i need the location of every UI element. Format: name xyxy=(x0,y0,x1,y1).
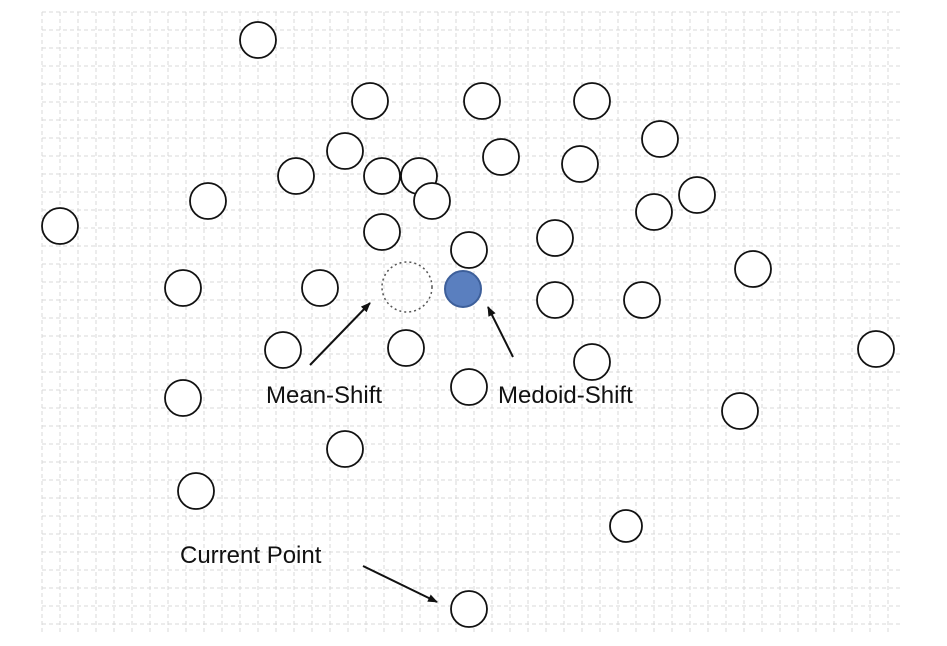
mean-shift-arrow xyxy=(309,302,371,366)
data-point xyxy=(635,193,673,231)
background-grid xyxy=(41,11,903,634)
data-point xyxy=(641,120,679,158)
data-point xyxy=(450,231,488,269)
data-point xyxy=(857,330,895,368)
data-point xyxy=(326,132,364,170)
data-point xyxy=(326,430,364,468)
data-point xyxy=(536,219,574,257)
data-point xyxy=(623,281,661,319)
data-point xyxy=(536,281,574,319)
medoid-shift-arrow xyxy=(487,306,514,358)
current-point-arrow xyxy=(362,565,438,603)
mean-shift-point xyxy=(381,261,433,313)
data-point xyxy=(177,472,215,510)
data-point xyxy=(609,509,643,543)
data-point xyxy=(721,392,759,430)
data-point xyxy=(351,82,389,120)
data-point xyxy=(450,368,488,406)
data-point xyxy=(561,145,599,183)
current-point xyxy=(450,590,488,628)
data-point xyxy=(463,82,501,120)
data-point xyxy=(41,207,79,245)
data-point xyxy=(277,157,315,195)
data-point xyxy=(678,176,716,214)
data-point xyxy=(264,331,302,369)
data-point xyxy=(363,213,401,251)
data-point xyxy=(239,21,277,59)
data-points xyxy=(41,21,895,628)
data-point xyxy=(189,182,227,220)
current-point-label: Current Point xyxy=(180,542,322,569)
medoid-shift-point xyxy=(444,270,482,308)
data-point xyxy=(387,329,425,367)
data-point xyxy=(734,250,772,288)
mean-shift-label: Mean-Shift xyxy=(266,382,382,409)
data-point xyxy=(301,269,339,307)
data-point xyxy=(413,182,451,220)
data-point xyxy=(363,157,401,195)
data-point xyxy=(482,138,520,176)
data-point xyxy=(573,343,611,381)
data-point xyxy=(164,379,202,417)
medoid-shift-label: Medoid-Shift xyxy=(498,382,633,409)
data-point xyxy=(573,82,611,120)
data-point xyxy=(164,269,202,307)
